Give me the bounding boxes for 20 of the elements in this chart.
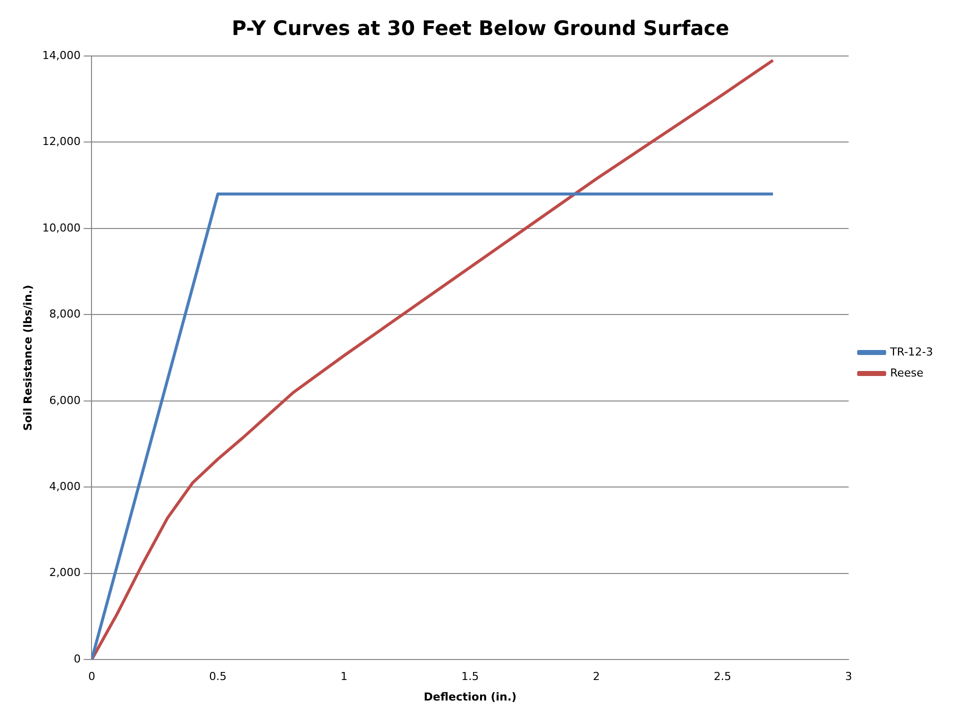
x-tick-label: 1 [340,670,348,684]
x-tick-label: 0.5 [209,670,227,684]
x-tick-label: 2.5 [714,670,732,684]
y-axis-title: Soil Resistance (lbs/in.) [21,284,34,431]
chart-title: P-Y Curves at 30 Feet Below Ground Surface [232,16,730,40]
y-tick-label: 12,000 [42,135,81,148]
x-tick-label: 2 [592,670,600,684]
y-tick-label: 8,000 [49,308,81,321]
y-tick-label: 14,000 [42,48,81,62]
x-tick-label: 0 [88,670,96,684]
x-tick-label: 1.5 [461,670,479,684]
y-tick-label: 4,000 [49,480,81,493]
legend-label: TR-12-3 [889,345,934,358]
legend-label: Reese [890,366,924,380]
y-tick-label: 0 [74,652,81,666]
y-tick-label: 10,000 [42,221,81,234]
x-tick-label: 3 [845,670,852,684]
y-tick-label: 6,000 [49,394,81,407]
x-axis-title: Deflection (in.) [424,690,517,704]
y-tick-label: 2,000 [49,566,81,580]
